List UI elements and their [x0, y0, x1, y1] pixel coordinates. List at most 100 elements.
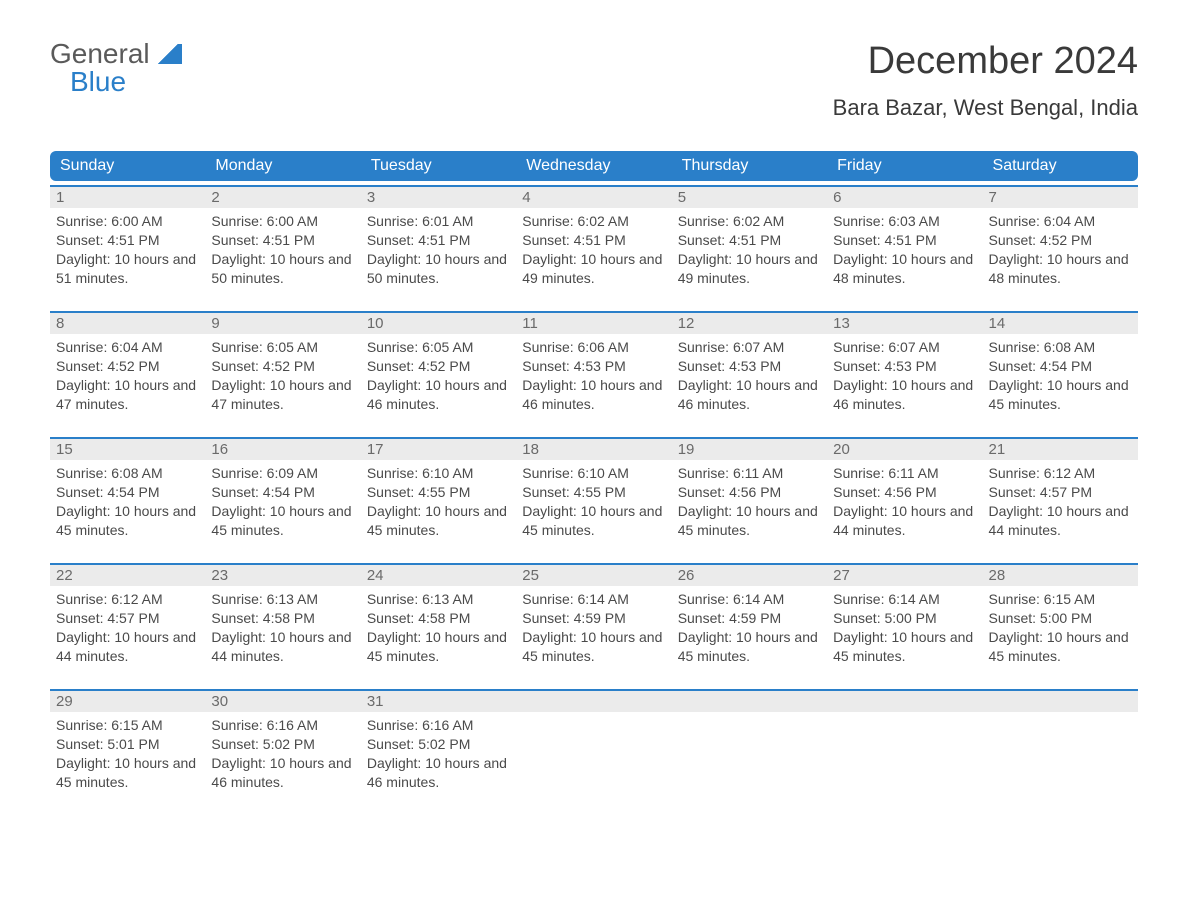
cell-text: Sunrise: 6:16 AMSunset: 5:02 PMDaylight:…: [361, 712, 516, 800]
sunset-label: Sunset:: [833, 358, 880, 374]
day-number: 29: [50, 691, 205, 712]
sunset-value: 4:59 PM: [729, 610, 781, 626]
calendar: SundayMondayTuesdayWednesdayThursdayFrid…: [50, 151, 1138, 811]
cell-text: Sunrise: 6:00 AMSunset: 4:51 PMDaylight:…: [50, 208, 205, 296]
sunset-value: 4:51 PM: [263, 232, 315, 248]
sunset-label: Sunset:: [989, 610, 1036, 626]
calendar-cell: 6Sunrise: 6:03 AMSunset: 4:51 PMDaylight…: [827, 187, 982, 307]
sunrise-label: Sunrise:: [211, 591, 262, 607]
day-number: [827, 691, 982, 712]
sunset-label: Sunset:: [989, 484, 1036, 500]
sunset-value: 4:51 PM: [884, 232, 936, 248]
sunset-line: Sunset: 4:56 PM: [833, 483, 976, 502]
sunrise-line: Sunrise: 6:09 AM: [211, 464, 354, 483]
daylight-line: Daylight: 10 hours and 45 minutes.: [833, 628, 976, 666]
sunset-value: 4:59 PM: [574, 610, 626, 626]
sunrise-label: Sunrise:: [522, 465, 573, 481]
daylight-line: Daylight: 10 hours and 45 minutes.: [522, 502, 665, 540]
daylight-label: Daylight:: [211, 503, 265, 519]
calendar-cell: 1Sunrise: 6:00 AMSunset: 4:51 PMDaylight…: [50, 187, 205, 307]
calendar-cell: 10Sunrise: 6:05 AMSunset: 4:52 PMDayligh…: [361, 313, 516, 433]
day-number: 9: [205, 313, 360, 334]
sunrise-label: Sunrise:: [833, 213, 884, 229]
daylight-label: Daylight:: [56, 503, 110, 519]
day-number: 15: [50, 439, 205, 460]
sunrise-label: Sunrise:: [522, 591, 573, 607]
sunrise-value: 6:12 AM: [111, 591, 162, 607]
sunset-line: Sunset: 4:54 PM: [211, 483, 354, 502]
sunrise-label: Sunrise:: [367, 465, 418, 481]
daylight-label: Daylight:: [211, 755, 265, 771]
sunset-value: 4:55 PM: [574, 484, 626, 500]
sunset-line: Sunset: 4:51 PM: [678, 231, 821, 250]
daylight-line: Daylight: 10 hours and 51 minutes.: [56, 250, 199, 288]
calendar-cell: 21Sunrise: 6:12 AMSunset: 4:57 PMDayligh…: [983, 439, 1138, 559]
sunset-label: Sunset:: [833, 610, 880, 626]
sunrise-value: 6:14 AM: [733, 591, 784, 607]
sunset-value: 4:52 PM: [1040, 232, 1092, 248]
sunset-label: Sunset:: [56, 484, 103, 500]
logo: General Blue: [50, 40, 182, 96]
cell-text: Sunrise: 6:14 AMSunset: 5:00 PMDaylight:…: [827, 586, 982, 674]
sunset-value: 5:02 PM: [263, 736, 315, 752]
sunset-value: 4:54 PM: [107, 484, 159, 500]
sunset-label: Sunset:: [367, 232, 414, 248]
calendar-cell: 11Sunrise: 6:06 AMSunset: 4:53 PMDayligh…: [516, 313, 671, 433]
sunset-label: Sunset:: [522, 358, 569, 374]
sunrise-line: Sunrise: 6:08 AM: [989, 338, 1132, 357]
sunset-label: Sunset:: [211, 610, 258, 626]
cell-text: Sunrise: 6:12 AMSunset: 4:57 PMDaylight:…: [983, 460, 1138, 548]
sunrise-label: Sunrise:: [833, 591, 884, 607]
day-number: 31: [361, 691, 516, 712]
sunset-value: 4:53 PM: [729, 358, 781, 374]
sunrise-value: 6:02 AM: [578, 213, 629, 229]
day-number: 26: [672, 565, 827, 586]
day-number: 28: [983, 565, 1138, 586]
day-number: 11: [516, 313, 671, 334]
sunrise-line: Sunrise: 6:04 AM: [989, 212, 1132, 231]
sunset-value: 4:58 PM: [263, 610, 315, 626]
calendar-cell: 16Sunrise: 6:09 AMSunset: 4:54 PMDayligh…: [205, 439, 360, 559]
sunrise-label: Sunrise:: [989, 339, 1040, 355]
day-number: 19: [672, 439, 827, 460]
sunset-value: 4:57 PM: [1040, 484, 1092, 500]
cell-text: Sunrise: 6:15 AMSunset: 5:01 PMDaylight:…: [50, 712, 205, 800]
sunset-line: Sunset: 4:54 PM: [989, 357, 1132, 376]
calendar-cell: [983, 691, 1138, 811]
sunrise-value: 6:14 AM: [888, 591, 939, 607]
sunset-line: Sunset: 4:56 PM: [678, 483, 821, 502]
sunset-line: Sunset: 5:00 PM: [989, 609, 1132, 628]
cell-text: Sunrise: 6:00 AMSunset: 4:51 PMDaylight:…: [205, 208, 360, 296]
sunrise-label: Sunrise:: [522, 213, 573, 229]
daylight-label: Daylight:: [989, 503, 1043, 519]
daylight-line: Daylight: 10 hours and 46 minutes.: [367, 754, 510, 792]
day-number: [983, 691, 1138, 712]
sunrise-label: Sunrise:: [522, 339, 573, 355]
sunset-label: Sunset:: [211, 358, 258, 374]
sunrise-label: Sunrise:: [211, 717, 262, 733]
sunrise-line: Sunrise: 6:01 AM: [367, 212, 510, 231]
sunset-line: Sunset: 4:55 PM: [367, 483, 510, 502]
sunrise-label: Sunrise:: [367, 213, 418, 229]
day-number: 8: [50, 313, 205, 334]
calendar-cell: 17Sunrise: 6:10 AMSunset: 4:55 PMDayligh…: [361, 439, 516, 559]
sunrise-label: Sunrise:: [56, 213, 107, 229]
day-number: 24: [361, 565, 516, 586]
sunset-label: Sunset:: [56, 736, 103, 752]
sunrise-line: Sunrise: 6:11 AM: [833, 464, 976, 483]
daylight-line: Daylight: 10 hours and 45 minutes.: [56, 502, 199, 540]
sunrise-value: 6:16 AM: [267, 717, 318, 733]
cell-text: Sunrise: 6:05 AMSunset: 4:52 PMDaylight:…: [205, 334, 360, 422]
sunrise-label: Sunrise:: [211, 339, 262, 355]
daylight-line: Daylight: 10 hours and 45 minutes.: [522, 628, 665, 666]
weeks-container: 1Sunrise: 6:00 AMSunset: 4:51 PMDaylight…: [50, 181, 1138, 811]
sunrise-value: 6:07 AM: [888, 339, 939, 355]
sunrise-line: Sunrise: 6:15 AM: [56, 716, 199, 735]
calendar-cell: 7Sunrise: 6:04 AMSunset: 4:52 PMDaylight…: [983, 187, 1138, 307]
sunset-line: Sunset: 4:58 PM: [211, 609, 354, 628]
sunrise-label: Sunrise:: [367, 339, 418, 355]
daylight-label: Daylight:: [522, 629, 576, 645]
sunset-line: Sunset: 4:54 PM: [56, 483, 199, 502]
sunrise-value: 6:03 AM: [888, 213, 939, 229]
sunset-value: 4:54 PM: [263, 484, 315, 500]
